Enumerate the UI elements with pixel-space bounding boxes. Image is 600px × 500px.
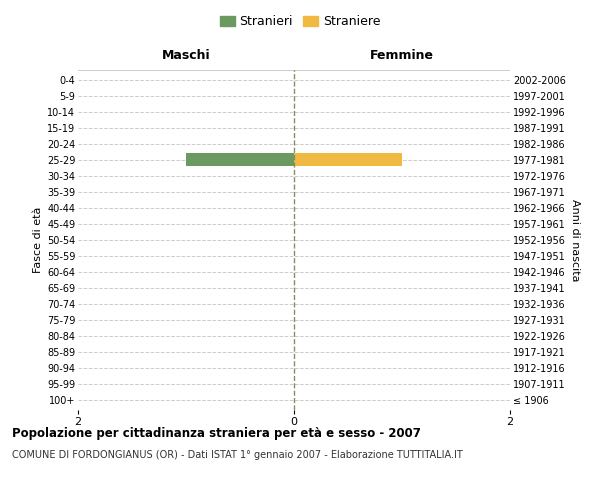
Text: Maschi: Maschi: [161, 49, 211, 62]
Legend: Stranieri, Straniere: Stranieri, Straniere: [216, 11, 384, 32]
Text: Popolazione per cittadinanza straniera per età e sesso - 2007: Popolazione per cittadinanza straniera p…: [12, 428, 421, 440]
Bar: [294, 154, 402, 166]
Y-axis label: Fasce di età: Fasce di età: [32, 207, 43, 273]
Bar: [186, 154, 294, 166]
Y-axis label: Anni di nascita: Anni di nascita: [570, 198, 580, 281]
Text: Femmine: Femmine: [370, 49, 434, 62]
Text: COMUNE DI FORDONGIANUS (OR) - Dati ISTAT 1° gennaio 2007 - Elaborazione TUTTITAL: COMUNE DI FORDONGIANUS (OR) - Dati ISTAT…: [12, 450, 463, 460]
